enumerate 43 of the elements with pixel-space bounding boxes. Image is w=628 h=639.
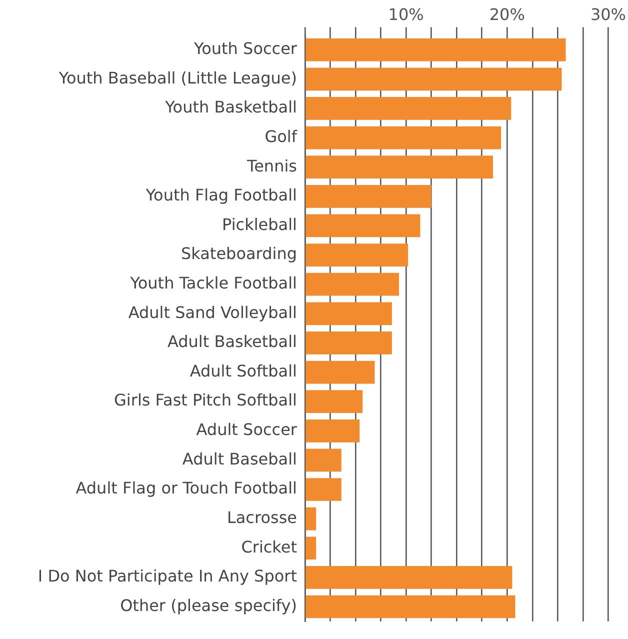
- bar: [306, 126, 502, 150]
- bar: [306, 156, 493, 179]
- bar: [306, 272, 399, 296]
- x-tick-label: 30%: [590, 4, 626, 24]
- bar: [306, 68, 562, 91]
- y-tick-label: Cricket: [241, 537, 297, 556]
- x-tick-label: 20%: [489, 4, 525, 24]
- y-tick-label: Adult Sand Volleyball: [128, 302, 297, 322]
- bar: [306, 302, 392, 326]
- y-tick-label: Tennis: [246, 156, 297, 176]
- bar: [306, 448, 342, 472]
- y-tick-label: Youth Flag Football: [144, 186, 297, 205]
- y-tick-label: Youth Basketball: [164, 98, 297, 117]
- bar: [306, 507, 316, 530]
- bar: [306, 244, 408, 266]
- y-tick-label: Adult Soccer: [196, 420, 298, 440]
- bar: [306, 536, 316, 560]
- y-tick-label: Adult Softball: [190, 361, 297, 380]
- bar: [306, 566, 512, 589]
- x-tick-label: 10%: [388, 4, 424, 24]
- y-tick-label: Golf: [264, 126, 298, 146]
- y-tick-label: Lacrosse: [226, 508, 297, 527]
- bar: [306, 478, 342, 501]
- y-tick-label: Youth Baseball (Little League): [58, 68, 297, 88]
- bar: [306, 419, 360, 442]
- bar: [306, 38, 566, 62]
- bar: [306, 332, 392, 354]
- y-tick-label: Girls Fast Pitch Softball: [114, 390, 297, 410]
- bar: [306, 595, 516, 618]
- y-tick-label: Skateboarding: [180, 244, 297, 264]
- y-tick-label: Other (please specify): [120, 596, 297, 615]
- bar: [306, 97, 512, 120]
- bar: [306, 184, 432, 208]
- y-tick-label: Youth Tackle Football: [129, 273, 297, 292]
- y-tick-label: Adult Flag or Touch Football: [76, 478, 297, 498]
- y-tick-label: Pickleball: [222, 214, 297, 234]
- y-tick-label: Adult Basketball: [167, 332, 297, 352]
- bar: [306, 390, 363, 414]
- y-tick-label: Youth Soccer: [192, 39, 298, 58]
- bar: [306, 360, 375, 384]
- bar: [306, 214, 420, 238]
- y-tick-label: I Do Not Participate In Any Sport: [38, 566, 297, 586]
- y-tick-label: Adult Baseball: [182, 449, 297, 468]
